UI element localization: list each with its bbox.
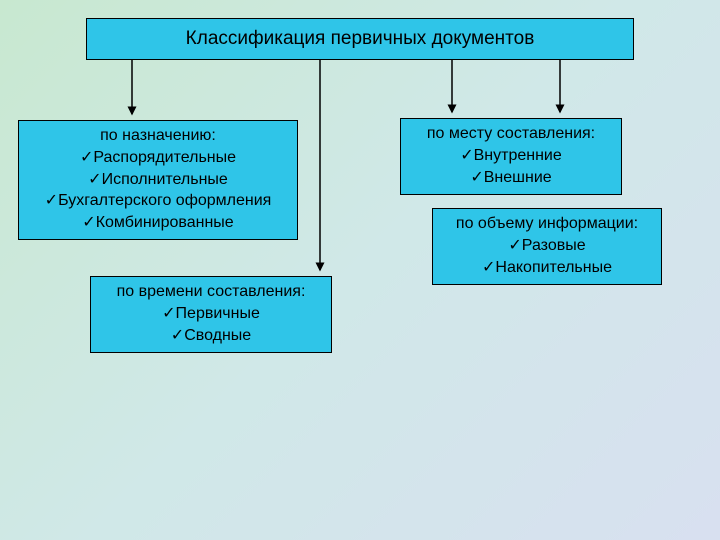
node-item: ✓Исполнительные: [23, 169, 293, 191]
node-heading: по назначению:: [23, 127, 293, 145]
node-item: ✓Накопительные: [437, 257, 657, 279]
check-icon: ✓: [460, 147, 473, 164]
title-box: Классификация первичных документов: [86, 18, 634, 60]
node-item: ✓Первичные: [95, 303, 327, 325]
node-item: ✓Разовые: [437, 235, 657, 257]
check-icon: ✓: [80, 149, 93, 166]
title-text: Классификация первичных документов: [186, 28, 535, 50]
check-icon: ✓: [482, 259, 495, 276]
node-heading: по объему информации:: [437, 215, 657, 233]
check-icon: ✓: [470, 169, 483, 186]
node-item: ✓Бухгалтерского оформления: [23, 190, 293, 212]
check-icon: ✓: [171, 327, 184, 344]
node-purpose: по назначению: ✓Распорядительные ✓Исполн…: [18, 120, 298, 240]
node-item: ✓Комбинированные: [23, 212, 293, 234]
node-place: по месту составления: ✓Внутренние ✓Внешн…: [400, 118, 622, 195]
check-icon: ✓: [82, 214, 95, 231]
node-item: ✓Внешние: [405, 167, 617, 189]
check-icon: ✓: [508, 237, 521, 254]
check-icon: ✓: [45, 192, 58, 209]
check-icon: ✓: [162, 305, 175, 322]
node-item: ✓Сводные: [95, 325, 327, 347]
node-heading: по времени составления:: [95, 283, 327, 301]
node-time: по времени составления: ✓Первичные ✓Свод…: [90, 276, 332, 353]
node-item: ✓Внутренние: [405, 145, 617, 167]
node-item: ✓Распорядительные: [23, 147, 293, 169]
node-heading: по месту составления:: [405, 125, 617, 143]
node-volume: по объему информации: ✓Разовые ✓Накопите…: [432, 208, 662, 285]
check-icon: ✓: [88, 171, 101, 188]
